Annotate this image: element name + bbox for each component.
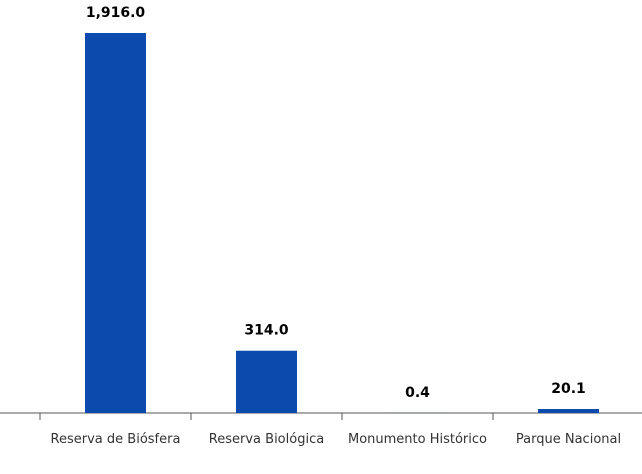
x-tick-label: Monumento Histórico bbox=[347, 432, 487, 447]
value-label: 0.4 bbox=[405, 385, 430, 401]
x-tick-label: Reserva Biológica bbox=[208, 432, 325, 447]
value-label: 314.0 bbox=[244, 323, 289, 339]
bar bbox=[236, 350, 297, 413]
value-label: 1,916.0 bbox=[86, 5, 146, 21]
bar bbox=[538, 409, 599, 413]
value-label: 20.1 bbox=[551, 381, 586, 397]
x-tick-label: Reserva de Biósfera bbox=[50, 432, 181, 447]
bar bbox=[85, 33, 146, 413]
x-tick-label: Parque Nacional bbox=[515, 432, 622, 447]
